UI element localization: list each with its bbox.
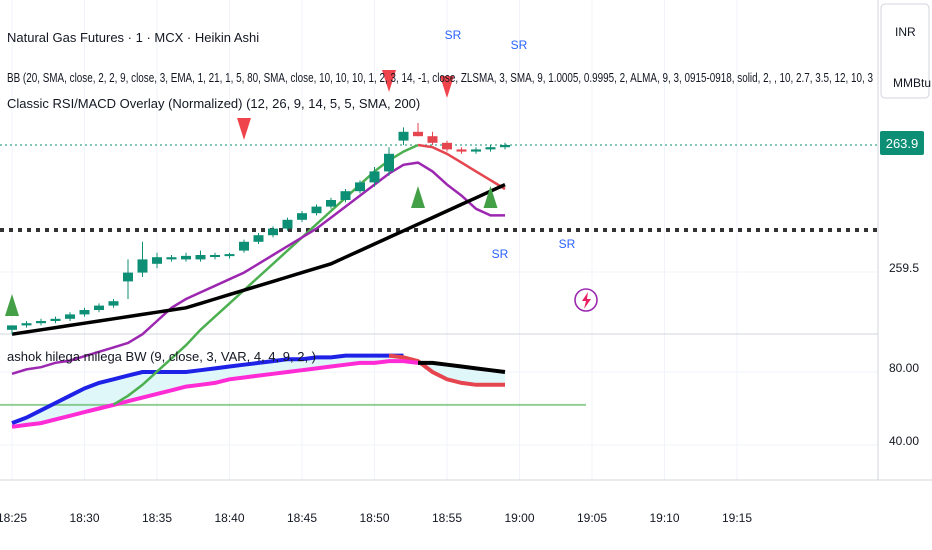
green-ma-line (112, 143, 419, 406)
candle-body (21, 323, 32, 326)
indicator-rsi-macd-legend[interactable]: Classic RSI/MACD Overlay (Normalized) (1… (7, 96, 420, 111)
purple-line (11, 161, 505, 375)
buy-arrow-up (411, 186, 425, 208)
candle-body (297, 213, 307, 220)
time-axis[interactable]: 18:25 18:30 18:35 18:40 18:45 18:50 18:55 19:00… (0, 511, 752, 525)
buy-arrow-up (5, 294, 19, 316)
red-ma-line (417, 143, 506, 191)
oscillator-pane (0, 353, 586, 429)
candle-body (311, 206, 322, 214)
candles (7, 123, 510, 335)
sell-arrow-down (440, 76, 454, 98)
time-tick: 19:15 (722, 511, 752, 525)
candle-body (471, 149, 481, 152)
time-tick: 19:10 (649, 511, 679, 525)
candle-body (79, 310, 90, 315)
candle-body (50, 318, 61, 321)
osc-tick: 40.00 (889, 434, 919, 448)
candle-body (268, 228, 278, 236)
candle-body (36, 321, 46, 324)
currency-label: INR (895, 25, 916, 39)
candle-body (500, 145, 510, 148)
signal-markers (5, 70, 498, 316)
oscillator-red-line (388, 353, 505, 387)
indicator-lines (11, 143, 506, 406)
candle-body (340, 191, 351, 200)
candle-body (181, 255, 191, 260)
candle-body (166, 257, 177, 260)
sell-arrow-down (237, 118, 251, 140)
candle-body (442, 142, 452, 150)
chart-title: Natural Gas Futures · 1 · MCX · Heikin A… (7, 30, 259, 45)
time-tick: 18:35 (142, 511, 172, 525)
candle-body (195, 255, 206, 260)
currency-unit-box[interactable] (880, 3, 930, 99)
candle-body (282, 219, 293, 229)
candle-body (7, 325, 17, 330)
candle-body (253, 235, 264, 242)
time-tick: 19:05 (577, 511, 607, 525)
oscillator-black-line (418, 360, 506, 374)
sr-label: SR (511, 38, 528, 52)
osc-tick: 80.00 (889, 361, 919, 375)
candle-body (456, 149, 467, 152)
current-price-value: 263.9 (886, 136, 919, 151)
sr-label: SR (559, 237, 576, 251)
indicator-bb-legend[interactable]: BB (20, SMA, close, 2, 2, 9, close, 3, E… (7, 70, 873, 85)
candle-body (239, 241, 249, 251)
candle-body (65, 314, 75, 319)
candle-body (398, 131, 409, 141)
sell-arrow-down (382, 70, 396, 92)
buy-arrow-up (483, 186, 498, 208)
candle-body (210, 255, 220, 257)
unit-label: MMBtu (893, 76, 931, 90)
oscillator-blue-line (11, 353, 404, 425)
oscillator-magenta-line (11, 359, 419, 429)
time-tick: 18:45 (287, 511, 317, 525)
time-tick: 18:55 (432, 511, 462, 525)
time-tick: 19:00 (504, 511, 534, 525)
oscillator-fill (12, 355, 505, 427)
candle-body (369, 171, 380, 183)
black-ma-line (11, 183, 506, 336)
candle-body (152, 257, 162, 264)
time-tick: 18:40 (214, 511, 244, 525)
candle-body (355, 182, 365, 192)
current-price-tag (880, 131, 924, 155)
candle-body (137, 259, 148, 273)
candle-body (108, 301, 119, 306)
price-tick: 259.5 (889, 261, 919, 275)
lightning-icon[interactable] (574, 288, 598, 312)
candle-body (224, 254, 235, 257)
candle-body (94, 305, 104, 310)
candle-body (123, 272, 133, 282)
sr-label: SR (445, 28, 462, 42)
candle-body (485, 147, 496, 150)
time-tick: 18:25 (0, 511, 27, 525)
candle-body (384, 153, 394, 172)
candle-body (413, 131, 423, 137)
time-tick: 18:50 (359, 511, 389, 525)
candle-body (427, 136, 438, 143)
sr-label: SR (492, 247, 509, 261)
candle-body (326, 200, 336, 207)
oscillator-legend[interactable]: ashok hilega milega BW (9, close, 3, VAR… (7, 349, 316, 364)
time-tick: 18:30 (69, 511, 99, 525)
